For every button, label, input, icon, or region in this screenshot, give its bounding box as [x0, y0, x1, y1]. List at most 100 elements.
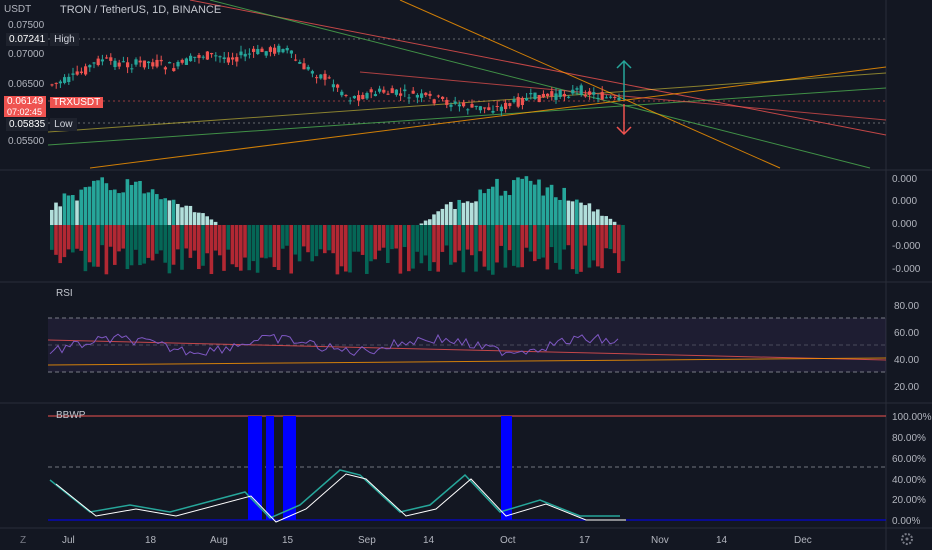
- macd-bar: [306, 225, 310, 253]
- z-icon[interactable]: Z: [20, 535, 26, 546]
- macd-bar: [528, 225, 533, 252]
- macd-bar: [369, 225, 373, 262]
- macd-bar: [159, 225, 163, 251]
- symbol-title[interactable]: TRON / TetherUS, 1D, BINANCE: [60, 4, 222, 16]
- candle-body: [142, 60, 146, 68]
- candle-body: [239, 51, 243, 56]
- macd-bar: [377, 225, 382, 251]
- macd-bar: [415, 225, 419, 252]
- candle-body: [298, 62, 302, 64]
- candle-body: [579, 85, 583, 95]
- candle-body: [609, 96, 613, 98]
- macd-bar: [66, 195, 71, 225]
- macd-bar: [440, 225, 445, 252]
- candle-body: [403, 89, 407, 92]
- candle-body: [172, 68, 176, 72]
- macd-bar: [436, 225, 440, 272]
- bbwp-tick: 100.00%: [892, 412, 932, 423]
- macd-bar: [150, 225, 155, 261]
- candle-body: [550, 91, 554, 97]
- candle-body: [50, 84, 54, 86]
- candle-body: [100, 59, 104, 62]
- ticker-label: TRXUSDT: [50, 97, 104, 108]
- low-text: Low: [50, 118, 77, 131]
- gear-icon[interactable]: [901, 533, 913, 545]
- time-tick: Oct: [500, 535, 516, 546]
- macd-bar: [470, 202, 474, 225]
- macd-bar: [360, 225, 365, 255]
- candle-body: [567, 96, 571, 98]
- macd-bar: [583, 225, 587, 246]
- candle-body: [491, 110, 495, 113]
- macd-bar: [575, 199, 579, 225]
- macd-bar: [512, 225, 516, 266]
- candle-body: [466, 109, 470, 111]
- macd-bar: [444, 225, 449, 246]
- candle-body: [130, 68, 134, 70]
- trend-lines[interactable]: [47, 0, 887, 169]
- candle-body: [478, 106, 482, 111]
- macd-bar: [50, 209, 54, 225]
- price-axis: 0.07500 0.07000 0.06500 0.05500: [8, 20, 45, 147]
- candle-body: [79, 71, 83, 73]
- macd-bar: [386, 225, 390, 264]
- macd-bar: [108, 225, 113, 247]
- macd-bar: [503, 225, 508, 268]
- macd-bar: [465, 201, 470, 225]
- macd-bar: [587, 203, 592, 225]
- macd-bar: [499, 195, 503, 225]
- quote-currency: USDT: [4, 4, 32, 15]
- candle-body: [504, 102, 508, 110]
- macd-bar: [419, 225, 424, 264]
- candlestick-series[interactable]: [50, 43, 621, 116]
- macd-bar: [327, 225, 331, 251]
- macd-bar: [465, 225, 470, 250]
- candle-body: [399, 93, 403, 96]
- macd-bar: [155, 225, 159, 254]
- candle-body: [516, 96, 520, 107]
- macd-bar: [583, 205, 587, 225]
- macd-bar: [348, 225, 352, 273]
- candle-body: [285, 47, 289, 51]
- macd-bar: [163, 198, 167, 225]
- macd-bar: [129, 184, 134, 225]
- macd-bar: [549, 184, 554, 225]
- candle-body: [302, 63, 306, 70]
- macd-bar: [482, 225, 487, 267]
- candle-body: [474, 105, 478, 107]
- candle-body: [201, 56, 205, 58]
- macd-bar: [209, 219, 214, 225]
- macd-bar: [428, 219, 432, 225]
- bbwp-tick: 80.00%: [892, 433, 926, 444]
- macd-bar: [146, 225, 151, 258]
- rsi-tick: 80.00: [894, 301, 919, 312]
- macd-bar: [587, 225, 592, 268]
- macd-bar: [121, 225, 125, 249]
- macd-bar: [163, 225, 167, 263]
- rsi-tick: 60.00: [894, 328, 919, 339]
- macd-bar: [75, 200, 79, 225]
- projection-arrows[interactable]: [616, 59, 632, 136]
- candle-body: [138, 60, 142, 63]
- candle-body: [117, 62, 121, 67]
- rsi-line: [49, 333, 619, 357]
- macd-bar: [289, 225, 293, 274]
- candle-body: [546, 93, 550, 96]
- rsi-axis: 80.00 60.00 40.00 20.00: [894, 301, 919, 393]
- macd-bar: [213, 221, 218, 225]
- macd-bar: [512, 180, 516, 225]
- candle-body: [420, 93, 424, 98]
- candle-body: [588, 91, 592, 95]
- macd-bar: [419, 223, 424, 225]
- candle-body: [193, 56, 197, 58]
- macd-bar: [260, 225, 264, 258]
- macd-bar: [314, 225, 319, 257]
- candle-body: [331, 84, 335, 88]
- candle-body: [453, 101, 457, 104]
- macd-bar: [323, 225, 327, 254]
- macd-bar: [600, 215, 604, 225]
- time-tick: Aug: [210, 535, 228, 546]
- time-tick: Sep: [358, 535, 376, 546]
- macd-bar: [92, 225, 96, 267]
